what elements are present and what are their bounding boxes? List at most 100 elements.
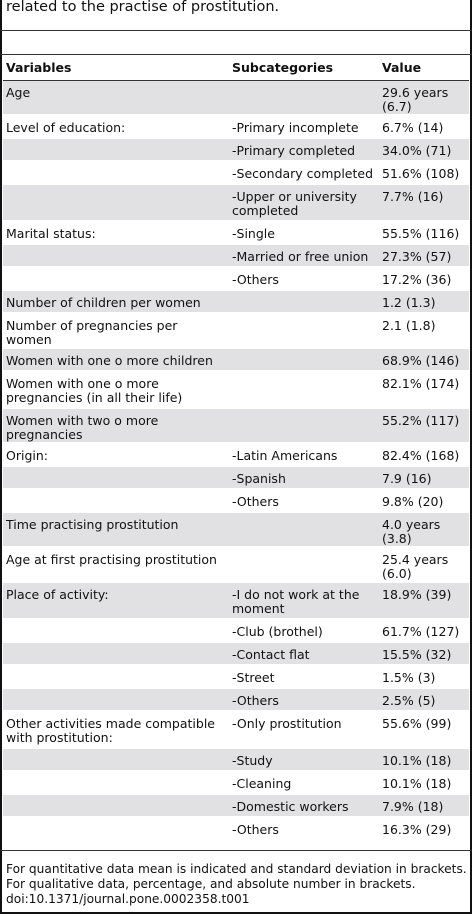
cell-value: 61.7% (127) xyxy=(379,619,469,643)
table-caption: related to the practise of prostitution. xyxy=(6,0,280,15)
cell-value: 25.4 years (6.0) xyxy=(379,547,469,583)
cell-value: 18.9% (39) xyxy=(379,582,469,620)
table-row: -Study 10.1% (18) xyxy=(3,748,469,772)
cell-variable: Marital status: xyxy=(3,221,229,245)
cell-subcategory: -Club (brothel) xyxy=(229,619,379,643)
cell-subcategory: -Married or free union xyxy=(229,244,379,268)
cell-value: 29.6 years (6.7) xyxy=(379,80,469,116)
table-row: -Street 1.5% (3) xyxy=(3,665,469,689)
cell-subcategory xyxy=(229,313,379,349)
cell-variable: Time practising prostitution xyxy=(3,512,229,548)
cell-variable xyxy=(3,688,229,712)
cell-value: 68.9% (146) xyxy=(379,348,469,372)
table-row: Women with two o more pregnancies 55.2% (… xyxy=(3,408,469,444)
cell-value: 34.0% (71) xyxy=(379,138,469,162)
cell-subcategory: -Primary incomplete xyxy=(229,115,379,139)
cell-variable xyxy=(3,244,229,268)
cell-variable: Origin: xyxy=(3,443,229,467)
cell-variable: Number of pregnancies per women xyxy=(3,313,229,349)
cell-value: 1.5% (3) xyxy=(379,665,469,689)
cell-value: 55.2% (117) xyxy=(379,408,469,444)
table-row: -Others 9.8% (20) xyxy=(3,489,469,513)
cell-subcategory xyxy=(229,371,379,409)
cell-subcategory: -Others xyxy=(229,688,379,712)
table-row: -Cleaning 10.1% (18) xyxy=(3,771,469,795)
cell-variable: Age xyxy=(3,80,229,116)
table-row: -Domestic workers 7.9% (18) xyxy=(3,794,469,818)
cell-value: 55.5% (116) xyxy=(379,221,469,245)
cell-subcategory: -Primary completed xyxy=(229,138,379,162)
table-row: -Others 17.2% (36) xyxy=(3,267,469,291)
table-row: -Primary completed 34.0% (71) xyxy=(3,138,469,162)
cell-variable xyxy=(3,642,229,666)
cell-variable xyxy=(3,794,229,818)
table-row: Number of pregnancies per women 2.1 (1.8) xyxy=(3,313,469,349)
table-row: -Contact flat 15.5% (32) xyxy=(3,642,469,666)
table-row: -Club (brothel) 61.7% (127) xyxy=(3,619,469,643)
header-row: Variables Subcategories Value xyxy=(3,55,469,81)
cell-subcategory: -Others xyxy=(229,817,379,841)
cell-value: 7.7% (16) xyxy=(379,184,469,222)
table-row: Women with one o more children 68.9% (146… xyxy=(3,348,469,372)
cell-value: 2.1 (1.8) xyxy=(379,313,469,349)
cell-subcategory xyxy=(229,512,379,548)
cell-variable xyxy=(3,771,229,795)
cell-subcategory: -Others xyxy=(229,267,379,291)
table-row: Origin: -Latin Americans 82.4% (168) xyxy=(3,443,469,467)
cell-subcategory: -Single xyxy=(229,221,379,245)
cell-subcategory: -Study xyxy=(229,748,379,772)
header-variables: Variables xyxy=(3,55,229,81)
cell-variable xyxy=(3,748,229,772)
cell-value: 10.1% (18) xyxy=(379,771,469,795)
cell-subcategory: -Others xyxy=(229,489,379,513)
cell-value: 1.2 (1.3) xyxy=(379,290,469,314)
cell-value: 82.4% (168) xyxy=(379,443,469,467)
cell-variable xyxy=(3,817,229,841)
cell-subcategory: -Cleaning xyxy=(229,771,379,795)
cell-subcategory: -Spanish xyxy=(229,466,379,490)
cell-value: 10.1% (18) xyxy=(379,748,469,772)
header-value: Value xyxy=(379,55,469,81)
cell-subcategory xyxy=(229,80,379,116)
table-row: -Secondary completed 51.6% (108) xyxy=(3,161,469,185)
cell-value: 9.8% (20) xyxy=(379,489,469,513)
header-top-rule xyxy=(0,54,472,55)
table-row: Women with one o more pregnancies (in al… xyxy=(3,371,469,409)
cell-value: 15.5% (32) xyxy=(379,642,469,666)
table-row: Number of children per women 1.2 (1.3) xyxy=(3,290,469,314)
cell-value: 2.5% (5) xyxy=(379,688,469,712)
cell-subcategory: -Contact flat xyxy=(229,642,379,666)
cell-variable: Place of activity: xyxy=(3,582,229,620)
cell-subcategory xyxy=(229,408,379,444)
cell-subcategory: -Only prostitution xyxy=(229,711,379,749)
cell-value: 7.9 (16) xyxy=(379,466,469,490)
cell-subcategory xyxy=(229,290,379,314)
cell-subcategory: -I do not work at the moment xyxy=(229,582,379,620)
cell-variable: Women with one o more children xyxy=(3,348,229,372)
cell-variable: Age at first practising prostitution xyxy=(3,547,229,583)
table-footnote: For quantitative data mean is indicated … xyxy=(6,862,472,907)
table-body: Age 29.6 years (6.7) Level of education: -P… xyxy=(3,80,469,841)
cell-value: 7.9% (18) xyxy=(379,794,469,818)
cell-subcategory xyxy=(229,547,379,583)
top-rule xyxy=(0,30,472,31)
cell-variable xyxy=(3,665,229,689)
cell-subcategory: -Latin Americans xyxy=(229,443,379,467)
table-row: -Others 16.3% (29) xyxy=(3,817,469,841)
cell-value: 55.6% (99) xyxy=(379,711,469,749)
table-row: Age 29.6 years (6.7) xyxy=(3,80,469,116)
table-row: Other activities made compatible with pr… xyxy=(3,711,469,749)
doi-text: doi:10.1371/journal.pone.0002358.t001 xyxy=(6,892,250,906)
table-row: -Married or free union 27.3% (57) xyxy=(3,244,469,268)
cell-value: 82.1% (174) xyxy=(379,371,469,409)
table-row: Level of education: -Primary incomplete 6.… xyxy=(3,115,469,139)
table-row: Marital status: -Single 55.5% (116) xyxy=(3,221,469,245)
table-row: Time practising prostitution 4.0 years (3… xyxy=(3,512,469,548)
cell-variable xyxy=(3,184,229,222)
table-row: -Others 2.5% (5) xyxy=(3,688,469,712)
data-table: Variables Subcategories Value Age 29.6 ye… xyxy=(3,55,469,841)
cell-subcategory: -Domestic workers xyxy=(229,794,379,818)
cell-variable: Women with one o more pregnancies (in al… xyxy=(3,371,229,409)
cell-value: 51.6% (108) xyxy=(379,161,469,185)
cell-value: 16.3% (29) xyxy=(379,817,469,841)
